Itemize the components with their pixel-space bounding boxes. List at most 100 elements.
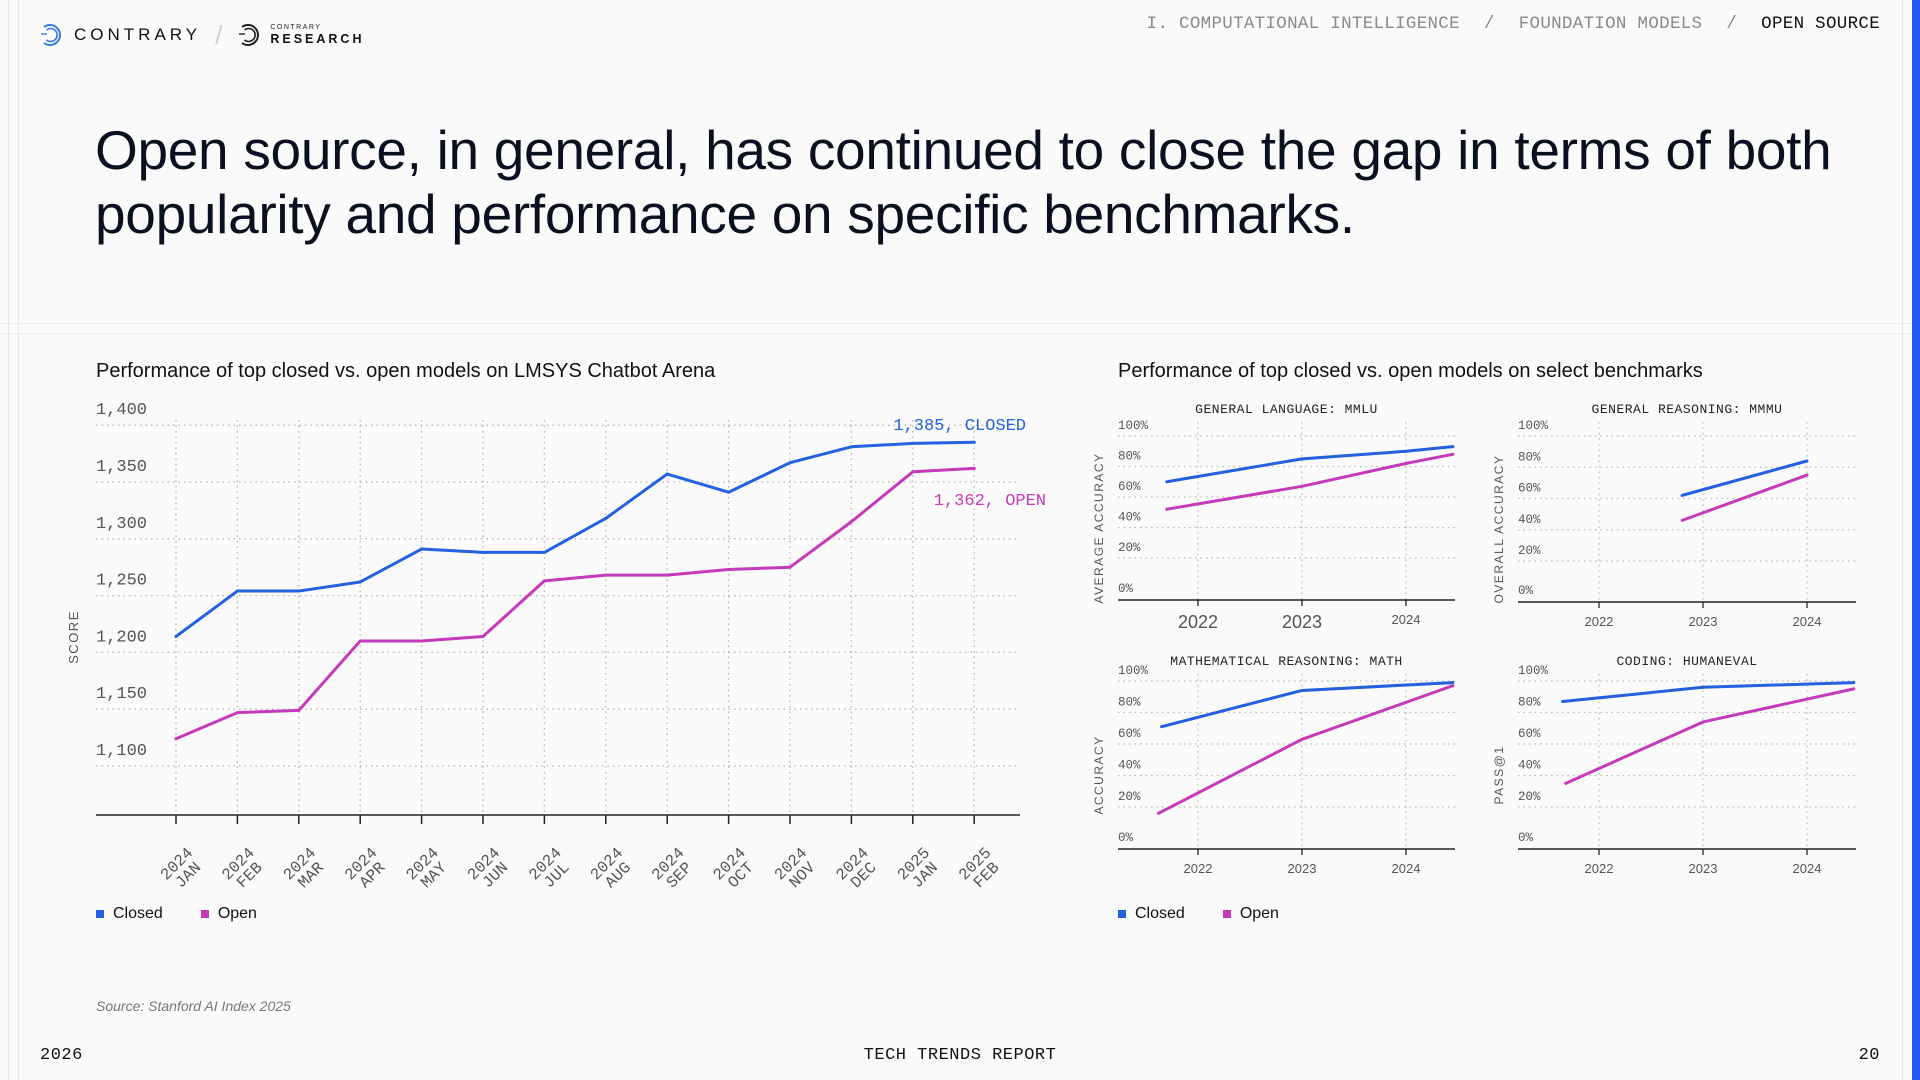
- series-line-open: [1165, 452, 1455, 511]
- y-tick-label: 60%: [1518, 727, 1541, 741]
- research-big-label: RESEARCH: [270, 32, 365, 47]
- legend-label-closed: Closed: [113, 905, 163, 922]
- benchmark-panel: GENERAL REASONING: MMMU 100% 80% 60% 40% 20% 0…: [1492, 402, 1856, 629]
- data-point-closed: [1451, 445, 1455, 449]
- data-point-open: [1805, 473, 1809, 477]
- data-point-open: [1701, 720, 1705, 724]
- legend-item-open: Open: [1222, 905, 1279, 923]
- breadcrumb-item-current[interactable]: OPEN SOURCE: [1761, 14, 1880, 34]
- y-tick-label: 80%: [1518, 450, 1541, 464]
- data-point-open: [665, 573, 669, 577]
- y-tick-label: 40%: [1118, 511, 1141, 525]
- arena-legend: Closed Open: [96, 905, 295, 923]
- data-point-open: [1165, 507, 1169, 511]
- data-point-closed: [1165, 480, 1169, 484]
- data-point-closed: [604, 516, 608, 520]
- legend-item-closed: Closed: [1118, 905, 1185, 923]
- x-tick-label: 2024: [1793, 861, 1822, 876]
- data-point-open: [420, 639, 424, 643]
- data-point-closed: [420, 547, 424, 551]
- legend-swatch-closed: [1118, 910, 1126, 918]
- data-point-closed: [1561, 700, 1564, 703]
- x-tick-label: 2023: [1689, 614, 1718, 629]
- data-point-open: [972, 466, 976, 470]
- y-axis-title: ACCURACY: [1092, 735, 1106, 814]
- x-tick-label: 2022: [1184, 861, 1213, 876]
- brand-name: CONTRARY: [74, 25, 202, 44]
- data-point-open: [235, 711, 239, 715]
- research-wordmark: CONTRARY RESEARCH: [270, 24, 364, 46]
- panel-title: GENERAL REASONING: MMMU: [1592, 402, 1783, 417]
- data-point-open: [1157, 811, 1160, 815]
- data-point-closed: [1451, 681, 1455, 684]
- y-tick-label: 1,350: [96, 458, 147, 477]
- data-point-open: [1451, 452, 1455, 456]
- y-tick-label: 0%: [1518, 831, 1534, 845]
- y-tick-label: 80%: [1118, 450, 1141, 464]
- data-point-open: [174, 737, 178, 741]
- data-point-closed: [911, 441, 915, 445]
- y-tick-label: 100%: [1118, 419, 1149, 433]
- data-point-open: [297, 708, 301, 712]
- data-point-closed: [972, 440, 976, 444]
- footer-page-number: 20: [1858, 1046, 1880, 1065]
- y-tick-label: 1,100: [96, 742, 147, 761]
- frame-line: [1902, 0, 1903, 1080]
- data-point-closed: [665, 472, 669, 476]
- y-axis-title: AVERAGE ACCURACY: [1092, 452, 1106, 603]
- panel-title: CODING: HUMANEVAL: [1616, 654, 1757, 669]
- data-point-open: [849, 520, 853, 524]
- data-point-closed: [727, 490, 731, 494]
- data-point-open: [481, 634, 485, 638]
- frame-line: [18, 0, 19, 1080]
- x-tick-label: 2024: [1392, 861, 1421, 876]
- data-point-open: [911, 470, 915, 474]
- data-point-closed: [1701, 685, 1705, 689]
- series-line-open: [1564, 687, 1856, 785]
- y-tick-label: 0%: [1518, 584, 1534, 598]
- data-point-closed: [1300, 689, 1304, 692]
- page-headline: Open source, in general, has continued t…: [95, 119, 1832, 245]
- y-tick-label: 60%: [1118, 727, 1141, 741]
- legend-item-open: Open: [200, 905, 257, 923]
- x-tick-label: 2022: [1178, 612, 1218, 632]
- benchmarks-chart-title: Performance of top closed vs. open model…: [1118, 360, 1703, 382]
- end-label-closed: 1,385, CLOSED: [893, 417, 1026, 436]
- benchmark-panel: CODING: HUMANEVAL 100% 80% 60% 40% 20% 0% 2022 2…: [1492, 654, 1856, 876]
- y-tick-label: 1,150: [96, 685, 147, 704]
- y-tick-label: 40%: [1518, 513, 1541, 527]
- breadcrumb-separator: /: [1726, 14, 1738, 34]
- data-point-closed: [1805, 459, 1809, 463]
- data-point-closed: [1680, 493, 1684, 497]
- x-tick-label: 2022: [1585, 861, 1614, 876]
- data-point-open: [542, 579, 546, 583]
- y-tick-label: 1,300: [96, 515, 147, 534]
- data-point-open: [604, 573, 608, 577]
- breadcrumb-item-section[interactable]: I. COMPUTATIONAL INTELLIGENCE: [1146, 14, 1460, 34]
- y-tick-label: 100%: [1118, 664, 1149, 678]
- data-point-open: [1404, 462, 1408, 465]
- brand-logo[interactable]: CONTRARY / CONTRARY RESEARCH: [38, 20, 364, 50]
- series-line-closed: [1680, 459, 1809, 497]
- data-point-open: [727, 567, 731, 571]
- footer-report-title: TECH TRENDS REPORT: [863, 1046, 1057, 1065]
- series-line-closed: [1165, 445, 1455, 484]
- y-tick-label: 100%: [1518, 419, 1549, 433]
- y-tick-label: 1,400: [96, 401, 147, 420]
- breadcrumb-item-subsection[interactable]: FOUNDATION MODELS: [1518, 14, 1703, 34]
- series-line-closed: [174, 440, 976, 638]
- accent-bar: [1912, 0, 1920, 1080]
- y-tick-label: 20%: [1518, 790, 1541, 804]
- series-line-closed: [1160, 681, 1455, 729]
- y-tick-label: 80%: [1118, 696, 1141, 710]
- panel-title: MATHEMATICAL REASONING: MATH: [1170, 654, 1402, 669]
- y-tick-label: 60%: [1518, 482, 1541, 496]
- data-point-closed: [1160, 725, 1163, 729]
- breadcrumb: I. COMPUTATIONAL INTELLIGENCE / FOUNDATI…: [1147, 14, 1880, 34]
- data-point-open: [788, 565, 792, 569]
- x-tick-label: 2023: [1282, 612, 1322, 632]
- contrary-logo-icon: [41, 24, 61, 46]
- data-point-open: [1300, 484, 1304, 488]
- y-tick-label: 80%: [1518, 696, 1541, 710]
